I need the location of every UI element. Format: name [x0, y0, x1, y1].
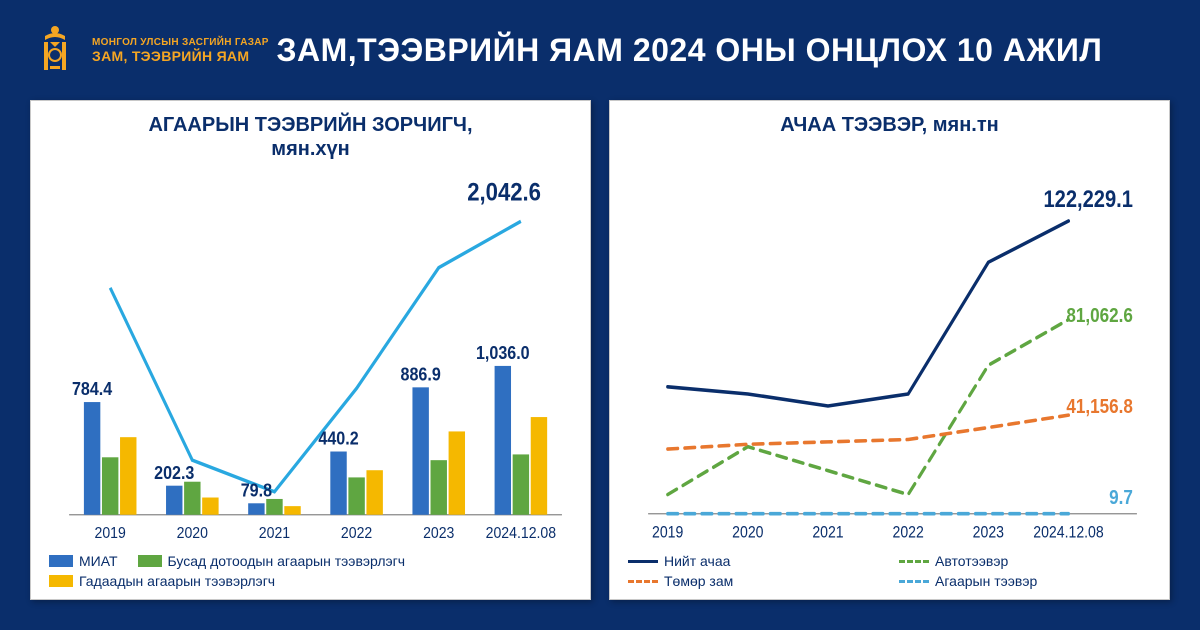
svg-text:2,042.6: 2,042.6 [467, 178, 541, 207]
logo-text: МОНГОЛ УЛСЫН ЗАСГИЙН ГАЗАР ЗАМ, ТЭЭВРИЙН… [92, 37, 269, 64]
svg-text:2024.12.08: 2024.12.08 [1033, 523, 1103, 541]
logo-title: ЗАМ, ТЭЭВРИЙН ЯАМ [92, 48, 269, 64]
logo-block: МОНГОЛ УЛСЫН ЗАСГИЙН ГАЗАР ЗАМ, ТЭЭВРИЙН… [30, 20, 269, 80]
svg-text:2024.12.08: 2024.12.08 [486, 524, 556, 542]
chart2-title: АЧАА ТЭЭВЭР, мян.тн [628, 113, 1151, 137]
svg-text:2021: 2021 [812, 523, 843, 541]
svg-text:81,062.6: 81,062.6 [1066, 304, 1133, 327]
legend-item: Нийт ачаа [628, 553, 879, 569]
chart2-legend: Нийт ачаа Автотээвэр Төмөр зам Агаарын тээв… [628, 553, 1151, 589]
svg-text:2020: 2020 [732, 523, 763, 541]
logo-subtitle: МОНГОЛ УЛСЫН ЗАСГИЙН ГАЗАР [92, 37, 269, 48]
chart1-legend: МИАТ Бусад дотоодын агаарын тээвэрлэгч Гад… [49, 553, 572, 589]
legend-item: Автотээвэр [899, 553, 1150, 569]
svg-text:784.4: 784.4 [72, 378, 113, 399]
svg-text:79.8: 79.8 [241, 479, 273, 500]
svg-text:9.7: 9.7 [1109, 486, 1133, 509]
svg-text:886.9: 886.9 [401, 363, 441, 384]
chart-air-passengers: АГААРЫН ТЭЭВРИЙН ЗОРЧИГЧ, мян.хүн 2,042.… [30, 100, 591, 600]
soyombo-icon [30, 20, 80, 80]
svg-text:202.3: 202.3 [154, 462, 194, 483]
charts-row: АГААРЫН ТЭЭВРИЙН ЗОРЧИГЧ, мян.хүн 2,042.… [0, 90, 1200, 620]
chart1-plot: 2,042.6 784.4 202.3 79.8 440.2 886.9 1,036.0 20… [49, 167, 572, 547]
chart-freight: АЧАА ТЭЭВЭР, мян.тн 122,229.1 81,062.6 41,… [609, 100, 1170, 600]
chart1-title: АГААРЫН ТЭЭВРИЙН ЗОРЧИГЧ, мян.хүн [49, 113, 572, 161]
legend-item: МИАТ [49, 553, 118, 569]
page-title: ЗАМ,ТЭЭВРИЙН ЯАМ 2024 ОНЫ ОНЦЛОХ 10 АЖИЛ [269, 32, 1170, 69]
header: МОНГОЛ УЛСЫН ЗАСГИЙН ГАЗАР ЗАМ, ТЭЭВРИЙН… [0, 0, 1200, 90]
svg-text:2022: 2022 [341, 524, 372, 542]
svg-text:2021: 2021 [259, 524, 290, 542]
svg-text:2023: 2023 [423, 524, 454, 542]
svg-text:41,156.8: 41,156.8 [1066, 394, 1133, 417]
svg-text:2023: 2023 [973, 523, 1004, 541]
legend-item: Агаарын тээвэр [899, 573, 1150, 589]
chart2-plot: 122,229.1 81,062.6 41,156.8 9.7 2019 2020 2021… [628, 143, 1151, 547]
svg-text:440.2: 440.2 [318, 428, 358, 449]
svg-text:2019: 2019 [652, 523, 683, 541]
legend-item: Бусад дотоодын агаарын тээвэрлэгч [138, 553, 406, 569]
legend-item: Гадаадын агаарын тээвэрлэгч [49, 573, 275, 589]
svg-text:2020: 2020 [177, 524, 208, 542]
legend-item: Төмөр зам [628, 573, 879, 589]
svg-text:122,229.1: 122,229.1 [1043, 185, 1132, 212]
svg-text:2019: 2019 [95, 524, 126, 542]
svg-text:2022: 2022 [892, 523, 923, 541]
svg-text:1,036.0: 1,036.0 [476, 342, 530, 363]
